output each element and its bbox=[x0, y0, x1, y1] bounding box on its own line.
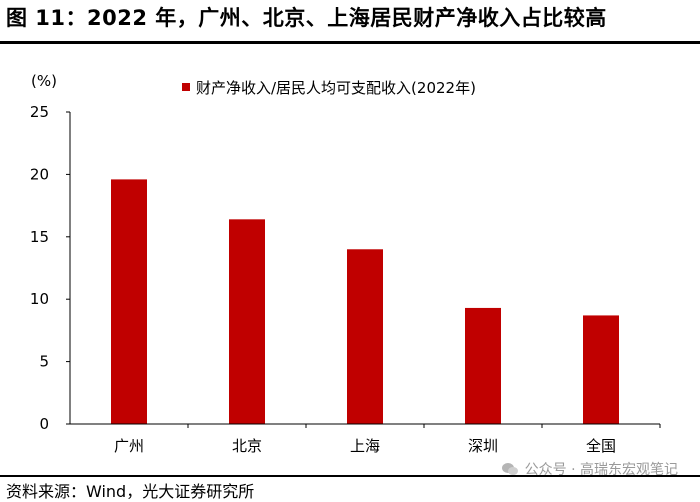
figure-title: 图 11：2022 年，广州、北京、上海居民财产净收入占比较高 bbox=[6, 6, 607, 30]
y-tick-label: 20 bbox=[30, 165, 49, 183]
legend-swatch bbox=[182, 83, 190, 91]
bars bbox=[111, 179, 619, 424]
watermark-text: 公众号 · 高瑞东宏观笔记 bbox=[524, 462, 678, 478]
x-category-label: 北京 bbox=[232, 437, 262, 455]
y-tick-label: 10 bbox=[30, 290, 49, 308]
x-category-label: 深圳 bbox=[468, 437, 498, 455]
bar bbox=[229, 219, 265, 424]
source-divider bbox=[0, 475, 700, 477]
bar bbox=[111, 179, 147, 424]
y-tick-label: 25 bbox=[30, 103, 49, 121]
y-unit-label: (%) bbox=[31, 72, 57, 90]
source-note: 资料来源：Wind，光大证券研究所 bbox=[6, 482, 255, 501]
x-category-label: 上海 bbox=[350, 437, 380, 455]
y-tick-label: 15 bbox=[30, 228, 49, 246]
watermark: 公众号 · 高瑞东宏观笔记 bbox=[501, 459, 678, 479]
bar bbox=[347, 249, 383, 424]
wechat-icon bbox=[501, 463, 518, 475]
bar bbox=[583, 315, 619, 424]
x-axis-labels: 广州 北京 上海 深圳 全国 bbox=[114, 424, 661, 455]
y-tick-label: 5 bbox=[39, 353, 49, 371]
x-category-label: 广州 bbox=[114, 437, 144, 455]
y-tick-label: 0 bbox=[39, 415, 49, 433]
bar bbox=[465, 307, 501, 424]
legend: 财产净收入/居民人均可支配收入(2022年) bbox=[182, 79, 476, 97]
x-category-label: 全国 bbox=[586, 437, 616, 455]
legend-label: 财产净收入/居民人均可支配收入(2022年) bbox=[196, 79, 476, 97]
y-axis-ticks: 0 5 10 15 20 25 bbox=[30, 103, 70, 433]
title-divider bbox=[0, 41, 700, 44]
